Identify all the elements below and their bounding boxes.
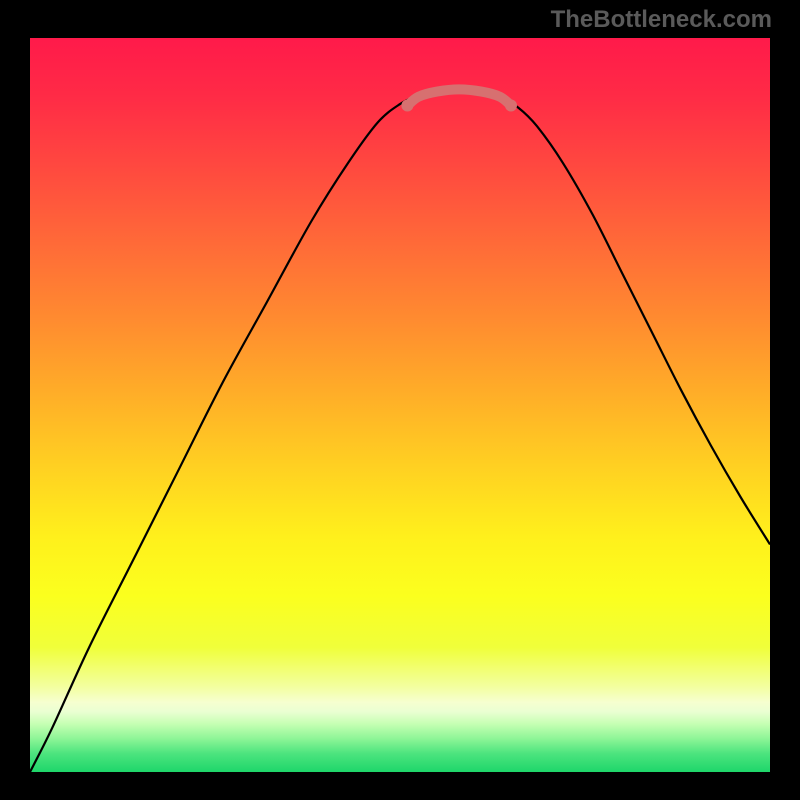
- optimal-range-endpoint: [401, 100, 413, 112]
- gradient-background: [30, 38, 770, 772]
- chart-svg: [30, 38, 770, 772]
- watermark-text: TheBottleneck.com: [551, 6, 772, 34]
- chart-container: TheBottleneck.com: [0, 0, 800, 800]
- optimal-range-endpoint: [505, 100, 517, 112]
- plot-area: [30, 38, 770, 772]
